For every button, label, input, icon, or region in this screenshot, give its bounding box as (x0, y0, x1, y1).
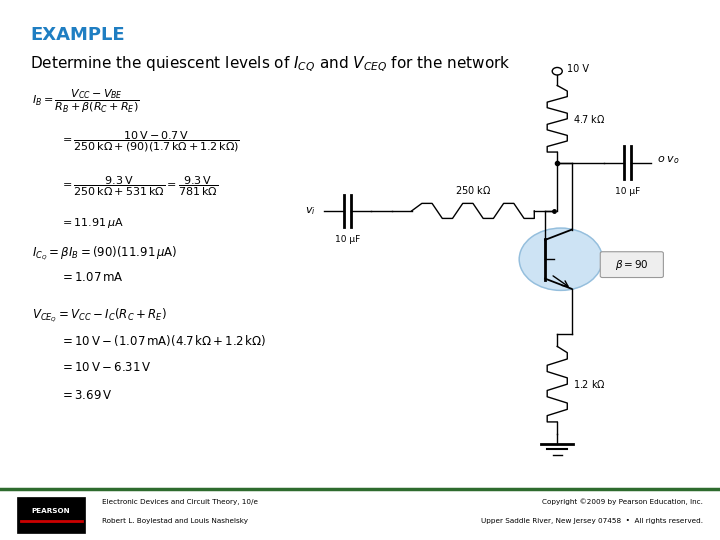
Text: 4.7 k$\Omega$: 4.7 k$\Omega$ (573, 113, 606, 125)
Text: EXAMPLE: EXAMPLE (30, 25, 125, 44)
Text: Copyright ©2009 by Pearson Education, Inc.: Copyright ©2009 by Pearson Education, In… (542, 499, 703, 505)
Text: Electronic Devices and Circuit Theory, 10/e: Electronic Devices and Circuit Theory, 1… (102, 499, 258, 505)
Text: $= \dfrac{9.3\,\mathrm{V}}{250\,\mathrm{k\Omega} + 531\,\mathrm{k\Omega}} = \dfr: $= \dfrac{9.3\,\mathrm{V}}{250\,\mathrm{… (60, 174, 218, 198)
Text: 10 V: 10 V (567, 64, 588, 74)
Text: 250 k$\Omega$: 250 k$\Omega$ (455, 184, 491, 196)
Text: $I_{C_Q} = \beta I_B = (90)(11.91\,\mu\mathrm{A})$: $I_{C_Q} = \beta I_B = (90)(11.91\,\mu\m… (32, 244, 177, 262)
Text: Robert L. Boylestad and Louis Nashelsky: Robert L. Boylestad and Louis Nashelsky (102, 518, 248, 524)
FancyBboxPatch shape (17, 497, 85, 533)
Text: $v_i$: $v_i$ (305, 205, 315, 217)
Text: $= 3.69\,\mathrm{V}$: $= 3.69\,\mathrm{V}$ (60, 389, 112, 402)
Text: PEARSON: PEARSON (32, 508, 70, 514)
Text: $= \dfrac{10\,\mathrm{V} - 0.7\,\mathrm{V}}{250\,\mathrm{k\Omega} + (90)(1.7\,\m: $= \dfrac{10\,\mathrm{V} - 0.7\,\mathrm{… (60, 129, 240, 154)
Text: $= 11.91\,\mu\mathrm{A}$: $= 11.91\,\mu\mathrm{A}$ (60, 217, 124, 230)
Text: $I_B = \dfrac{V_{CC} - V_{BE}}{R_B + \beta(R_C + R_E)}$: $I_B = \dfrac{V_{CC} - V_{BE}}{R_B + \be… (32, 87, 139, 114)
Text: $o\;v_o$: $o\;v_o$ (657, 154, 680, 166)
Text: $\beta = 90$: $\beta = 90$ (615, 258, 649, 272)
Text: $= 1.07\,\mathrm{mA}$: $= 1.07\,\mathrm{mA}$ (60, 271, 124, 284)
FancyBboxPatch shape (600, 252, 663, 278)
Text: $= 10\,\mathrm{V} - 6.31\,\mathrm{V}$: $= 10\,\mathrm{V} - 6.31\,\mathrm{V}$ (60, 361, 152, 374)
Text: 10 µF: 10 µF (336, 235, 361, 244)
Text: $V_{CE_Q} = V_{CC} - I_C(R_C + R_E)$: $V_{CE_Q} = V_{CC} - I_C(R_C + R_E)$ (32, 307, 166, 324)
Circle shape (519, 228, 603, 291)
Text: Upper Saddle River, New Jersey 07458  •  All rights reserved.: Upper Saddle River, New Jersey 07458 • A… (481, 518, 703, 524)
Text: 1.2 k$\Omega$: 1.2 k$\Omega$ (573, 378, 606, 390)
Text: 10 µF: 10 µF (615, 187, 640, 195)
Text: $= 10\,\mathrm{V} - (1.07\,\mathrm{mA})(4.7\,\mathrm{k\Omega} + 1.2\,\mathrm{k\O: $= 10\,\mathrm{V} - (1.07\,\mathrm{mA})(… (60, 333, 266, 348)
Text: Determine the quiescent levels of $I_{CQ}$ and $V_{CEQ}$ for the network: Determine the quiescent levels of $I_{CQ… (30, 55, 510, 75)
